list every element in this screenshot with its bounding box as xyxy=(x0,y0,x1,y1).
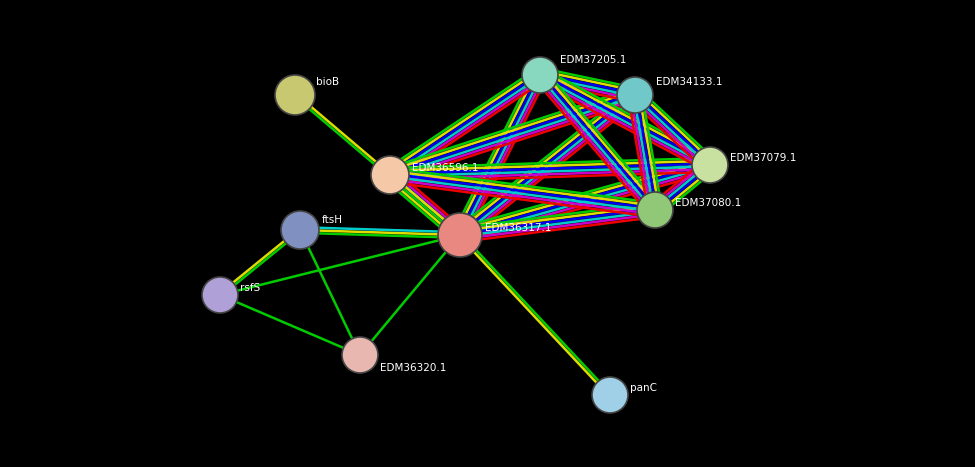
Text: EDM34133.1: EDM34133.1 xyxy=(656,77,722,87)
Circle shape xyxy=(592,377,628,413)
Text: EDM37205.1: EDM37205.1 xyxy=(560,55,626,65)
Circle shape xyxy=(371,156,409,194)
Circle shape xyxy=(281,211,319,249)
Text: panC: panC xyxy=(630,383,657,393)
Circle shape xyxy=(275,75,315,115)
Circle shape xyxy=(438,213,482,257)
Text: EDM37079.1: EDM37079.1 xyxy=(730,153,797,163)
Circle shape xyxy=(637,192,673,228)
Circle shape xyxy=(522,57,558,93)
Text: rsfS: rsfS xyxy=(240,283,260,293)
Circle shape xyxy=(202,277,238,313)
Circle shape xyxy=(342,337,378,373)
Text: EDM37080.1: EDM37080.1 xyxy=(675,198,741,208)
Text: bioB: bioB xyxy=(316,77,339,87)
Text: EDM36320.1: EDM36320.1 xyxy=(380,363,447,373)
Circle shape xyxy=(617,77,653,113)
Circle shape xyxy=(692,147,728,183)
Text: EDM36596.1: EDM36596.1 xyxy=(412,163,479,173)
Text: EDM36317.1: EDM36317.1 xyxy=(485,223,552,233)
Text: ftsH: ftsH xyxy=(322,215,343,225)
